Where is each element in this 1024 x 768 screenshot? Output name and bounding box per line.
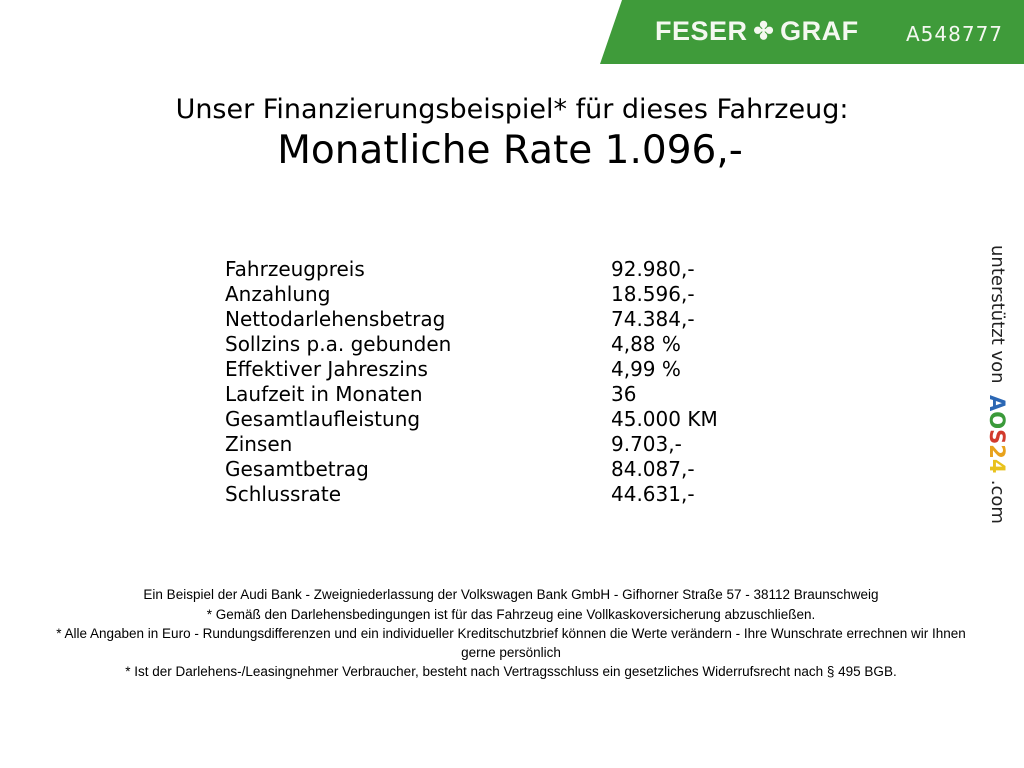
table-row: Zinsen 9.703,- — [225, 432, 745, 457]
logo-4: 4 — [985, 459, 1009, 474]
table-row: Anzahlung 18.596,- — [225, 282, 745, 307]
monthly-rate: Monatliche Rate 1.096,- — [277, 128, 743, 173]
legal-footer: Ein Beispiel der Audi Bank - Zweignieder… — [50, 586, 972, 683]
table-row: Schlussrate 44.631,- — [225, 482, 745, 507]
row-value: 44.631,- — [611, 482, 695, 506]
footer-line: * Ist der Darlehens-/Leasingnehmer Verbr… — [125, 664, 897, 679]
row-value: 4,99 % — [611, 357, 681, 381]
row-value: 45.000 KM — [611, 407, 718, 431]
logo-2: 2 — [985, 444, 1009, 460]
brand-left: FESER — [655, 16, 748, 46]
brand-banner — [600, 0, 1024, 64]
row-value: 4,88 % — [611, 332, 681, 356]
row-label: Anzahlung — [225, 282, 331, 306]
row-value: 84.087,- — [611, 457, 695, 481]
credit-prefix: unterstützt von — [987, 245, 1008, 384]
table-row: Gesamtbetrag 84.087,- — [225, 457, 745, 482]
aos24-logo: AOS24 — [985, 395, 1009, 474]
row-value: 92.980,- — [611, 257, 695, 281]
clover-icon: ✤ — [753, 17, 775, 45]
table-row: Effektiver Jahreszins 4,99 % — [225, 357, 745, 382]
page-title: Unser Finanzierungsbeispiel* für dieses … — [175, 94, 849, 125]
row-label: Laufzeit in Monaten — [225, 382, 423, 406]
row-value: 74.384,- — [611, 307, 695, 331]
row-label: Effektiver Jahreszins — [225, 357, 428, 381]
logo-s: S — [985, 429, 1009, 445]
table-row: Nettodarlehensbetrag 74.384,- — [225, 307, 745, 332]
row-value: 18.596,- — [611, 282, 695, 306]
brand-right: GRAF — [780, 16, 859, 46]
footer-line: * Alle Angaben in Euro - Rundungsdiffere… — [56, 626, 966, 660]
table-row: Sollzins p.a. gebunden 4,88 % — [225, 332, 745, 357]
feser-graf-logo: FESER ✤ GRAF — [655, 16, 859, 47]
logo-a: A — [985, 395, 1009, 412]
footer-line: Ein Beispiel der Audi Bank - Zweignieder… — [143, 587, 879, 602]
credit-suffix: .com — [987, 479, 1008, 524]
financing-table: Fahrzeugpreis 92.980,- Anzahlung 18.596,- … — [225, 257, 745, 507]
vehicle-code: A548777 — [906, 22, 1004, 46]
table-row: Gesamtlaufleistung 45.000 KM — [225, 407, 745, 432]
aos24-credit: unterstützt von AOS24 .com — [985, 245, 1009, 524]
row-value: 9.703,- — [611, 432, 682, 456]
row-label: Sollzins p.a. gebunden — [225, 332, 452, 356]
logo-o: O — [985, 411, 1009, 430]
row-value: 36 — [611, 382, 637, 406]
footer-line: * Gemäß den Darlehensbedingungen ist für… — [206, 606, 816, 622]
row-label: Gesamtlaufleistung — [225, 407, 421, 431]
table-row: Fahrzeugpreis 92.980,- — [225, 257, 745, 282]
row-label: Zinsen — [225, 432, 293, 456]
row-label: Fahrzeugpreis — [225, 257, 365, 281]
row-label: Gesamtbetrag — [225, 457, 369, 481]
row-label: Nettodarlehensbetrag — [225, 307, 446, 331]
table-row: Laufzeit in Monaten 36 — [225, 382, 745, 407]
row-label: Schlussrate — [225, 482, 342, 506]
